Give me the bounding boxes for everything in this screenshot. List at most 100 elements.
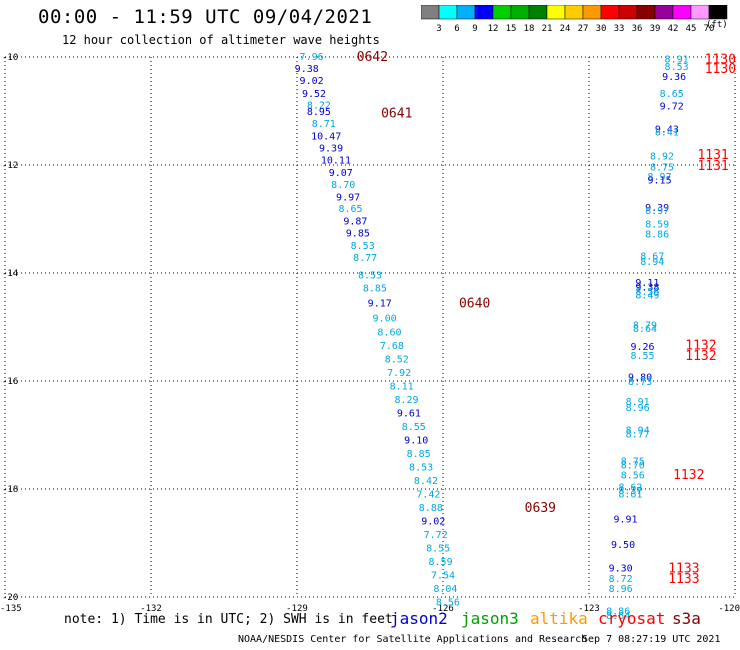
wave-height-label: 9.97	[336, 192, 360, 203]
y-tick-label: -10	[2, 53, 18, 63]
pass-time-label: 1132	[685, 338, 716, 353]
wave-height-label: 9.36	[662, 72, 686, 83]
wave-height-label: 8.41	[655, 128, 679, 139]
color-scale-label: 18	[524, 24, 535, 34]
wave-height-label: 8.73	[628, 377, 652, 388]
color-swatch	[708, 5, 728, 20]
wave-height-label: 9.72	[660, 102, 684, 113]
wave-height-label: 8.56	[436, 597, 460, 608]
wave-height-label: 8.94	[640, 257, 664, 268]
wave-height-label: 8.97	[648, 172, 672, 183]
wave-height-label: 8.70	[621, 461, 645, 472]
wave-height-label: 8.53	[409, 462, 433, 473]
color-scale-label: 12	[488, 24, 499, 34]
pass-time-label: 1131	[697, 159, 728, 174]
wave-height-label: 9.38	[635, 283, 659, 294]
wave-height-label: 8.56	[635, 287, 659, 298]
wave-height-label: 8.53	[665, 62, 689, 73]
wave-height-label: 7.92	[387, 368, 411, 379]
color-scale-label: 15	[506, 24, 517, 34]
pass-time-label: 1132	[673, 468, 704, 483]
wave-height-label: 8.64	[606, 611, 630, 620]
wave-height-chart: -10 -12 -14 -16 -18 -20-135 -132 -129 -126 -123 -1…	[0, 50, 740, 620]
wave-height-label: 8.95	[307, 107, 331, 118]
wave-height-label: 9.02	[421, 516, 445, 527]
legend-cryosat: cryosat	[598, 609, 666, 628]
wave-height-label: 8.55	[630, 351, 654, 362]
wave-height-label: 8.37	[618, 486, 642, 497]
wave-height-label: 7.68	[380, 341, 404, 352]
wave-height-label: 9.00	[373, 313, 397, 324]
wave-height-label: 9.80	[628, 373, 652, 384]
wave-height-label: 8.96	[626, 403, 650, 414]
color-scale-label: 70	[704, 24, 715, 34]
wave-height-label: 8.53	[358, 271, 382, 282]
x-tick-label: -135	[0, 604, 22, 614]
footer-note: note: 1) Time is in UTC; 2) SWH is in fe…	[64, 612, 393, 627]
pass-time-label: 0640	[459, 297, 490, 312]
wave-height-label: 8.85	[363, 284, 387, 295]
color-scale-bar: 3 6 9 12 15 18 21 24 27 30 33 36 39 42 45 70	[421, 5, 728, 34]
wave-height-label: 7.96	[300, 52, 324, 63]
x-tick-label: -120	[718, 604, 740, 614]
wave-height-label: 8.77	[626, 429, 650, 440]
legend-jason2: jason2	[390, 609, 448, 628]
pass-time-label: 1133	[668, 572, 699, 587]
wave-height-label: 9.39	[319, 144, 343, 155]
color-scale-label: 45	[686, 24, 697, 34]
wave-height-label: 8.55	[426, 543, 450, 554]
wave-height-label: 10.11	[321, 156, 351, 167]
wave-height-label: 9.87	[343, 217, 367, 228]
wave-height-label: 8.42	[414, 476, 438, 487]
x-tick-label: -129	[286, 604, 308, 614]
color-scale-label: 39	[650, 24, 661, 34]
wave-height-label: 9.07	[329, 168, 353, 179]
pass-time-label: 1131	[697, 148, 728, 163]
wave-height-label: 7.72	[424, 530, 448, 541]
wave-height-label: 8.52	[385, 354, 409, 365]
y-tick-label: -16	[2, 377, 18, 387]
x-tick-label: -132	[140, 604, 162, 614]
wave-height-label: 8.96	[609, 584, 633, 595]
y-tick-label: -18	[2, 485, 18, 495]
wave-height-label: 9.17	[368, 299, 392, 310]
color-scale-label: 3	[436, 24, 441, 34]
wave-height-label: 9.30	[609, 563, 633, 574]
wave-height-label: 8.55	[402, 422, 426, 433]
color-scale-units: (ft)	[706, 20, 728, 30]
wave-height-label: 9.52	[302, 89, 326, 100]
wave-height-label: 8.88	[419, 503, 443, 514]
wave-height-label: 9.10	[404, 435, 428, 446]
wave-height-label: 8.79	[633, 320, 657, 331]
wave-height-label: 8.71	[312, 119, 336, 130]
legend-s3a: s3a	[672, 609, 701, 628]
wave-height-label: 9.26	[630, 342, 654, 353]
wave-height-label: 8.77	[353, 253, 377, 264]
wave-height-label: 9.61	[397, 408, 421, 419]
pass-time-label: 0641	[381, 107, 412, 122]
pass-time-label: 1130	[705, 53, 736, 68]
color-scale-label: 21	[542, 24, 553, 34]
page-title: 00:00 - 11:59 UTC 09/04/2021	[38, 6, 373, 28]
wave-height-label: 8.53	[351, 241, 375, 252]
color-scale-label: 30	[596, 24, 607, 34]
pass-time-label: 0639	[525, 501, 556, 516]
wave-height-label: 8.29	[394, 395, 418, 406]
wave-height-label: 9.02	[300, 76, 324, 87]
wave-height-label: 9.85	[346, 229, 370, 240]
x-tick-label: -126	[432, 604, 454, 614]
wave-height-label: 9.50	[611, 540, 635, 551]
wave-height-label: 8.22	[307, 101, 331, 112]
wave-height-label: 8.65	[660, 89, 684, 100]
pass-time-label: 1133	[668, 561, 699, 576]
x-tick-label: -123	[578, 604, 600, 614]
wave-height-label: 8.94	[626, 426, 650, 437]
wave-height-label: 8.62	[618, 482, 642, 493]
wave-height-label: 8.92	[650, 151, 674, 162]
y-tick-label: -14	[2, 269, 18, 279]
wave-height-label: 7.42	[416, 489, 440, 500]
wave-height-label: 8.49	[635, 291, 659, 302]
wave-height-label: 9.43	[655, 124, 679, 135]
pass-time-label: 1130	[705, 62, 736, 77]
pass-time-label: 1132	[685, 349, 716, 364]
